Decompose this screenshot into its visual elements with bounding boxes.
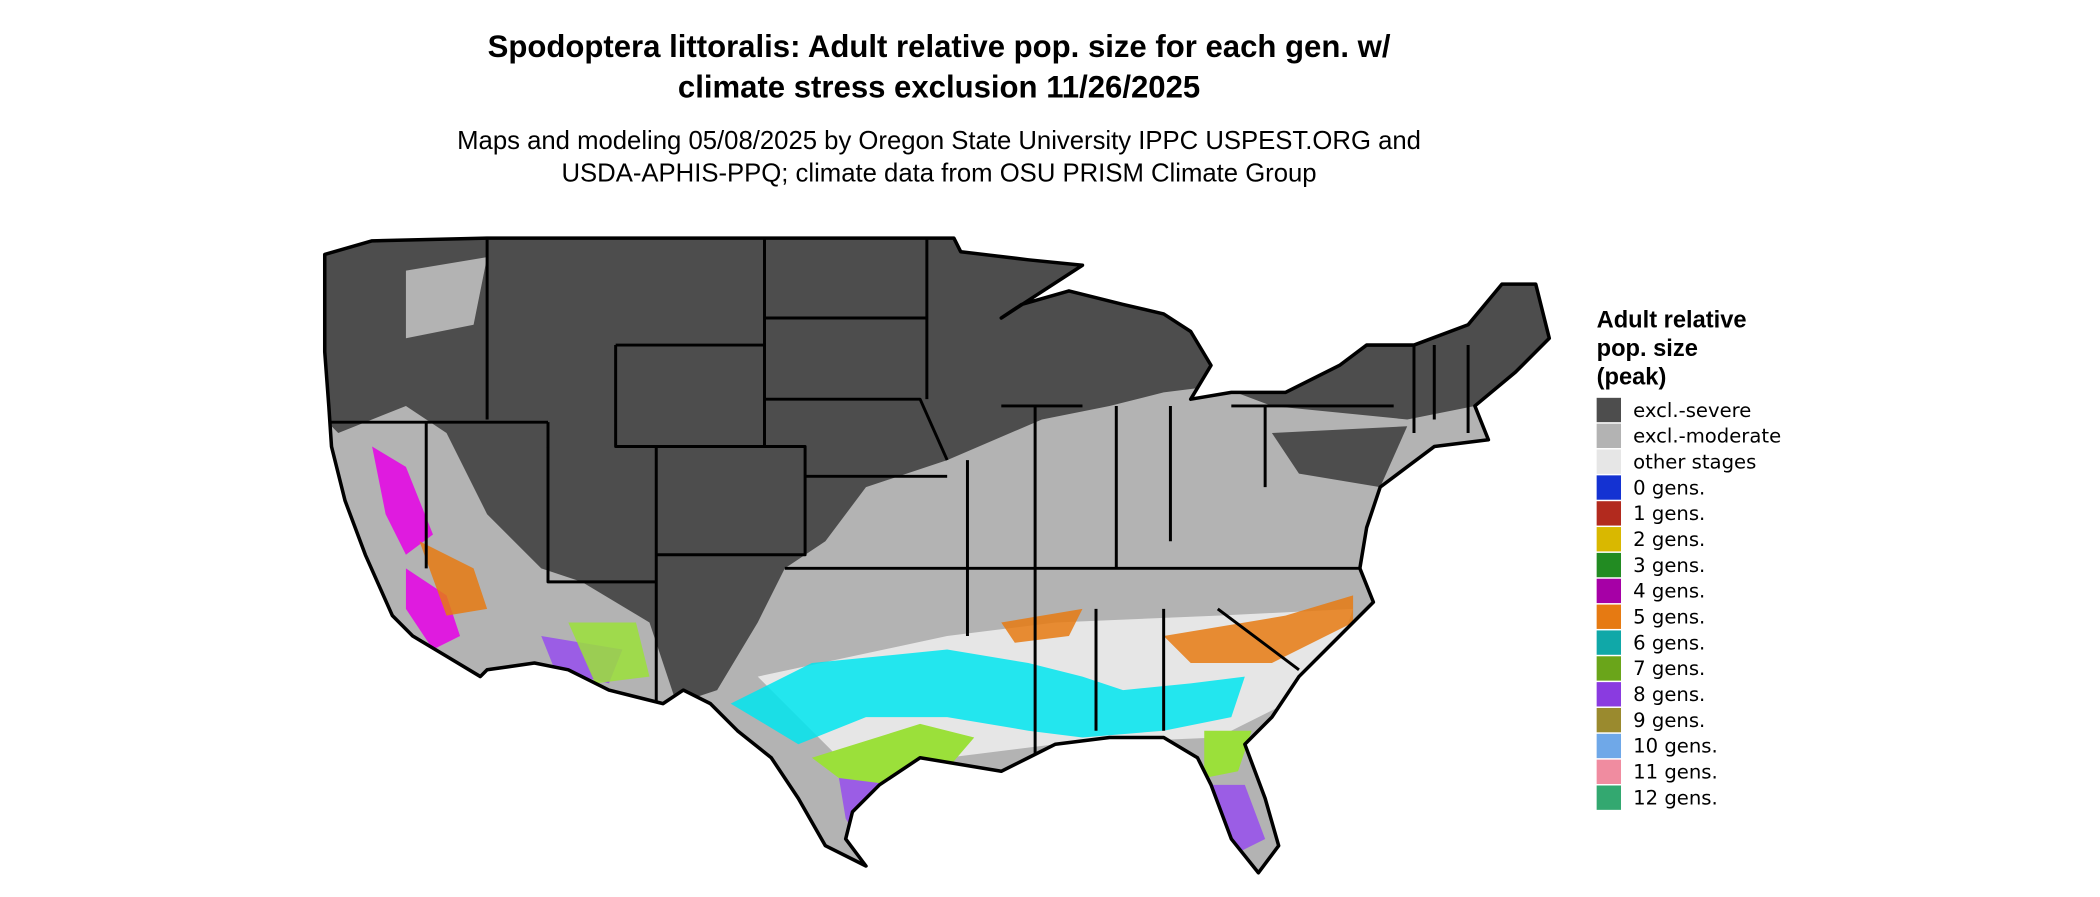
legend-swatch bbox=[1596, 423, 1622, 449]
gen6-zone bbox=[730, 649, 1245, 745]
title-line: climate stress exclusion 11/26/2025 bbox=[678, 69, 1200, 104]
legend-swatch bbox=[1596, 604, 1622, 629]
legend-swatch bbox=[1596, 578, 1622, 604]
legend-title-line: Adult relative bbox=[1597, 307, 1747, 333]
legend-label: 12 gens. bbox=[1633, 786, 1718, 809]
legend-label: excl.-moderate bbox=[1633, 425, 1781, 448]
legend-swatch bbox=[1596, 707, 1622, 733]
legend-swatch bbox=[1596, 527, 1622, 552]
legend-swatch bbox=[1596, 475, 1622, 500]
legend-label: 5 gens. bbox=[1633, 606, 1705, 629]
severe-zone bbox=[1271, 426, 1408, 488]
legend-label: 11 gens. bbox=[1633, 761, 1718, 784]
map bbox=[324, 238, 1550, 873]
legend-label: other stages bbox=[1633, 450, 1756, 473]
legend-swatch bbox=[1596, 501, 1622, 526]
legend-swatch bbox=[1596, 552, 1622, 578]
legend-swatch bbox=[1596, 785, 1622, 810]
legend-label: 1 gens. bbox=[1633, 502, 1705, 525]
subtitle-line: Maps and modeling 05/08/2025 by Oregon S… bbox=[457, 127, 1421, 155]
gen4-zone bbox=[372, 446, 461, 650]
legend-label: 2 gens. bbox=[1633, 528, 1705, 551]
gen5-zone bbox=[419, 541, 488, 616]
subtitle-line: USDA-APHIS-PPQ; climate data from OSU PR… bbox=[561, 159, 1316, 187]
legend-label: 9 gens. bbox=[1633, 709, 1705, 732]
legend-swatch bbox=[1596, 630, 1622, 655]
legend-label: 0 gens. bbox=[1633, 476, 1705, 499]
legend-swatch bbox=[1596, 397, 1622, 423]
legend-label: 8 gens. bbox=[1633, 683, 1705, 706]
legend-title-line: (peak) bbox=[1597, 364, 1667, 390]
moderate-zone bbox=[405, 257, 488, 339]
legend-swatch bbox=[1596, 449, 1622, 474]
legend-swatch bbox=[1596, 733, 1622, 759]
legend-label: 6 gens. bbox=[1633, 631, 1705, 654]
legend-label: 7 gens. bbox=[1633, 657, 1705, 680]
legend-label: 4 gens. bbox=[1633, 580, 1705, 603]
legend-swatch bbox=[1596, 682, 1622, 707]
legend-swatch bbox=[1596, 656, 1622, 681]
legend-label: 10 gens. bbox=[1633, 735, 1718, 758]
legend-title-line: pop. size bbox=[1597, 336, 1698, 362]
legend-swatch bbox=[1596, 759, 1622, 785]
legend-label: 3 gens. bbox=[1633, 554, 1705, 577]
legend: Adult relative pop. size(peak) excl.-sever… bbox=[1596, 307, 1781, 810]
title-line: Spodoptera littoralis: Adult relative po… bbox=[488, 29, 1391, 64]
legend-label: excl.-severe bbox=[1633, 399, 1751, 422]
